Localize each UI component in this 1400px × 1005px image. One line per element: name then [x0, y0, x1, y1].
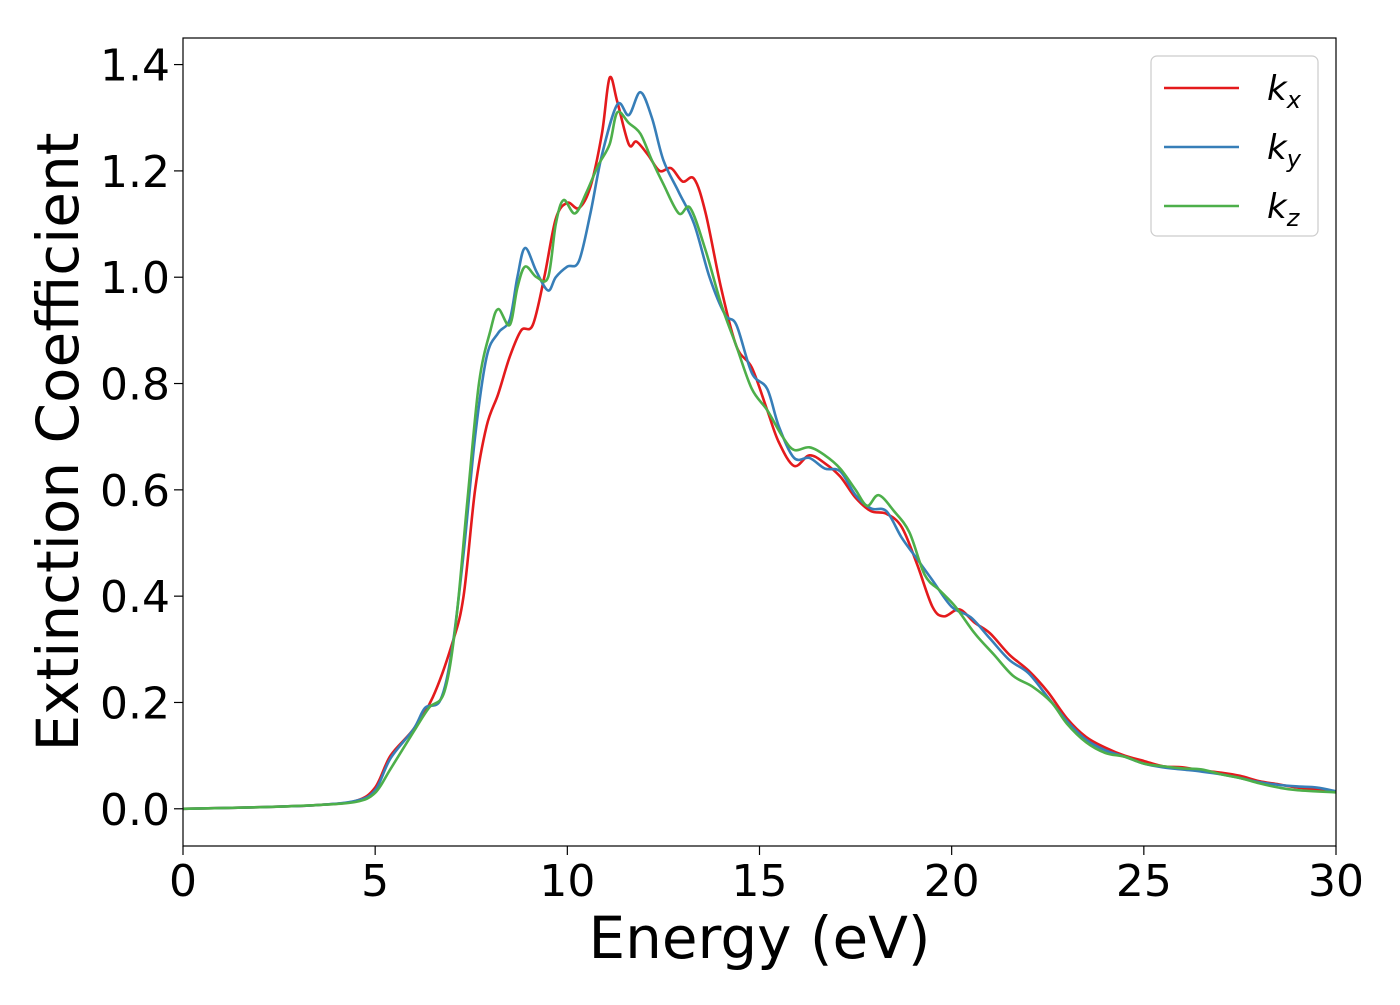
x-axis-title: Energy (eV) — [588, 904, 930, 972]
y-tick-label: 1.0 — [100, 253, 170, 304]
legend: kx ky kz — [1150, 55, 1319, 237]
x-tick-label: 20 — [924, 856, 980, 907]
x-tick-label: 30 — [1308, 856, 1364, 907]
series-line-kz — [182, 110, 1337, 811]
x-tick-label: 0 — [169, 856, 197, 907]
x-tick-label: 10 — [539, 856, 595, 907]
y-tick-label: 1.2 — [100, 147, 170, 198]
series-layer — [182, 75, 1337, 811]
y-axis-title: Extinction Coefficient — [24, 133, 92, 752]
y-tick-label: 1.4 — [100, 41, 170, 92]
y-tick-label: 0.8 — [100, 360, 170, 411]
y-tick-label: 0.0 — [100, 785, 170, 836]
legend-label-kz: kz — [1267, 187, 1301, 232]
x-axis-ticks: 0 5 10 15 20 25 30 — [169, 846, 1364, 907]
x-tick-label: 15 — [732, 856, 788, 907]
y-tick-label: 0.2 — [100, 678, 170, 729]
y-tick-label: 0.4 — [100, 572, 170, 623]
x-tick-label: 5 — [361, 856, 389, 907]
legend-label-ky: ky — [1267, 128, 1302, 173]
y-axis-ticks: 0.0 0.2 0.4 0.6 0.8 1.0 1.2 1.4 — [100, 41, 183, 836]
x-tick-label: 25 — [1116, 856, 1172, 907]
y-tick-label: 0.6 — [100, 466, 170, 517]
legend-label-kx: kx — [1267, 69, 1302, 114]
